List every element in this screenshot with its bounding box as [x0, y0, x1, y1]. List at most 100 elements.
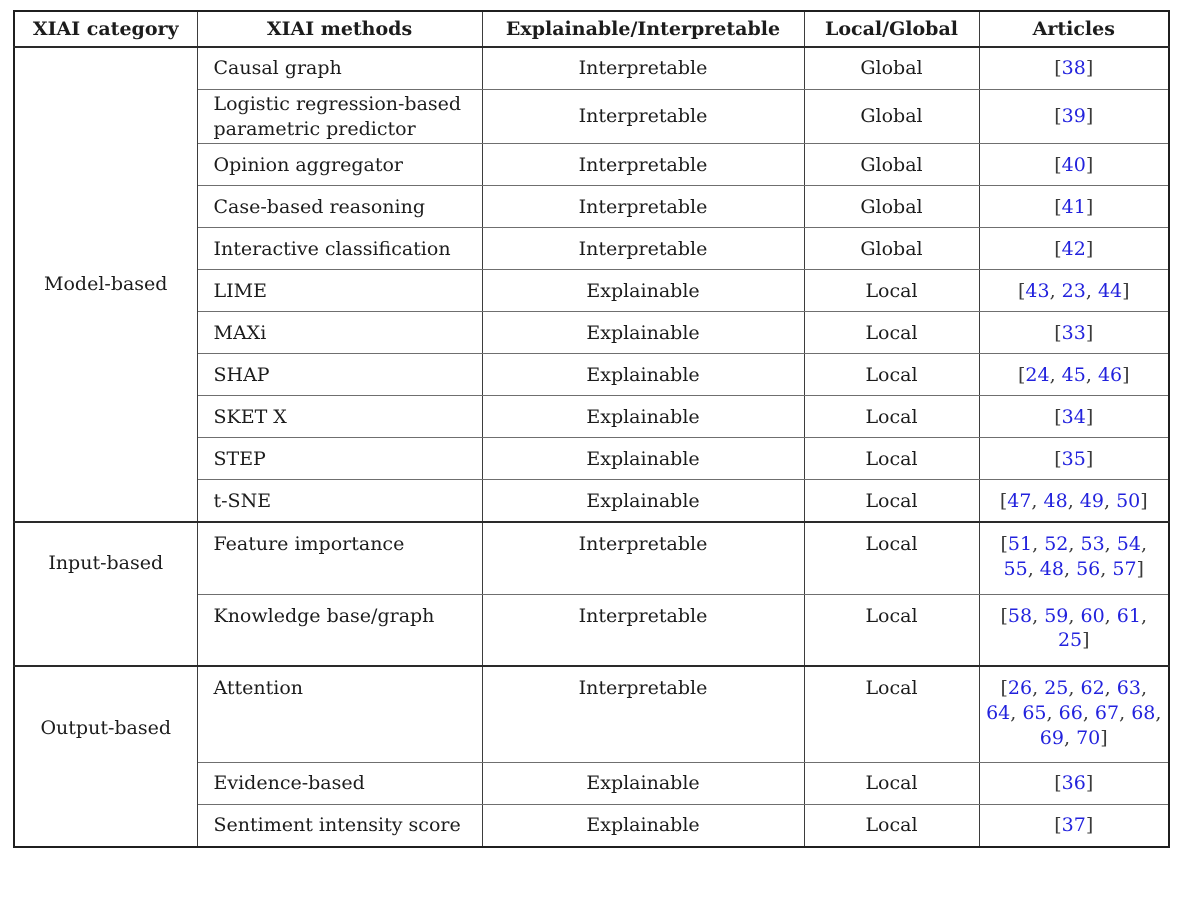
method-cell: Opinion aggregator — [196, 143, 483, 187]
citation-link[interactable]: 66 — [1058, 701, 1083, 724]
column-header-explainable-interpretable: Explainable/Interpretable — [481, 10, 805, 48]
method-cell: t-SNE — [196, 479, 483, 523]
scope-cell: Global — [803, 143, 980, 187]
citation-link[interactable]: 38 — [1061, 57, 1086, 80]
scope-cell: Local — [803, 762, 980, 806]
citation-link[interactable]: 51 — [1007, 533, 1033, 556]
articles-cell: [51, 52, 53, 54, 55, 48, 56, 57] — [978, 521, 1170, 595]
citation-link[interactable]: 59 — [1044, 604, 1069, 627]
category-label: Input-based — [48, 551, 164, 574]
citation-link[interactable]: 23 — [1061, 279, 1086, 302]
citation-link[interactable]: 39 — [1061, 105, 1086, 128]
column-header-xiai-category: XIAI category — [13, 10, 198, 48]
explainability-cell: Interpretable — [481, 521, 805, 595]
table-row: t-SNE Explainable Local [47, 48, 49, 50] — [14, 479, 1170, 523]
citation-link[interactable]: 45 — [1061, 363, 1086, 386]
citation-link[interactable]: 41 — [1061, 195, 1086, 218]
method-cell: SKET X — [196, 395, 483, 439]
citation-link[interactable]: 62 — [1080, 677, 1105, 700]
scope-cell: Local — [803, 269, 980, 313]
citation-link[interactable]: 60 — [1080, 604, 1105, 627]
citation-link[interactable]: 56 — [1076, 558, 1101, 581]
table-row: STEP Explainable Local [35] — [14, 437, 1170, 481]
articles-cell: [47, 48, 49, 50] — [978, 479, 1170, 523]
citation-link[interactable]: 44 — [1097, 279, 1123, 302]
articles-cell: [36] — [978, 762, 1170, 806]
citation-link[interactable]: 43 — [1025, 279, 1050, 302]
articles-cell: [40] — [978, 143, 1170, 187]
method-cell: Feature importance — [196, 521, 483, 595]
citation-link[interactable]: 57 — [1112, 558, 1137, 581]
explainability-cell: Explainable — [481, 269, 805, 313]
table-row: Case-based reasoning Interpretable Global[… — [14, 185, 1170, 229]
explainability-cell: Interpretable — [481, 593, 805, 667]
scope-cell: Local — [803, 665, 980, 764]
citation-link[interactable]: 69 — [1039, 726, 1064, 749]
citation-link[interactable]: 58 — [1007, 604, 1033, 627]
citation-link[interactable]: 52 — [1044, 533, 1069, 556]
explainability-cell: Explainable — [481, 804, 805, 848]
citation-link[interactable]: 25 — [1044, 677, 1069, 700]
citation-link[interactable]: 49 — [1079, 489, 1104, 512]
citation-link[interactable]: 50 — [1116, 489, 1141, 512]
column-header-xiai-methods: XIAI methods — [196, 10, 483, 48]
table-row: Sentiment intensity score Explainable Loca… — [14, 804, 1170, 848]
citation-link[interactable]: 40 — [1061, 153, 1086, 176]
citation-link[interactable]: 46 — [1097, 363, 1123, 386]
articles-cell: [38] — [978, 46, 1170, 90]
citation-link[interactable]: 47 — [1007, 489, 1032, 512]
articles-cell: [42] — [978, 227, 1170, 271]
table-row: Interactive classification Interpretable G… — [14, 227, 1170, 271]
document-page: XIAI category XIAI methods Explainable/Int… — [0, 10, 1178, 902]
articles-cell: [58, 59, 60, 61, 25] — [978, 593, 1170, 667]
scope-cell: Local — [803, 395, 980, 439]
citation-link[interactable]: 35 — [1061, 447, 1086, 470]
citation-link[interactable]: 37 — [1061, 814, 1086, 837]
method-cell: MAXi — [196, 311, 483, 355]
method-cell: Evidence-based — [196, 762, 483, 806]
articles-cell: [24, 45, 46] — [978, 353, 1170, 397]
explainability-cell: Interpretable — [481, 227, 805, 271]
articles-cell: [34] — [978, 395, 1170, 439]
citation-link[interactable]: 42 — [1061, 237, 1086, 260]
scope-cell: Global — [803, 88, 980, 145]
explainability-cell: Interpretable — [481, 143, 805, 187]
table-row: Opinion aggregator Interpretable Global [40… — [14, 143, 1170, 187]
citation-link[interactable]: 70 — [1076, 726, 1101, 749]
citation-link[interactable]: 26 — [1007, 677, 1033, 700]
column-header-local-global: Local/Global — [803, 10, 980, 48]
citation-link[interactable]: 53 — [1080, 533, 1105, 556]
table-row: Input-based Feature importance Interpretab… — [13, 521, 1170, 667]
table-body: Model-based Causal graph Interpretable Glob… — [13, 45, 1170, 848]
citation-link[interactable]: 48 — [1043, 489, 1068, 512]
scope-cell: Local — [803, 437, 980, 481]
articles-cell: [35] — [978, 437, 1170, 481]
scope-cell: Global — [803, 46, 980, 90]
citation-link[interactable]: 61 — [1116, 604, 1141, 627]
table-row: SHAP Explainable Local [24, 45, 46] — [14, 353, 1170, 397]
citation-link[interactable]: 55 — [1003, 558, 1028, 581]
articles-cell: [41] — [978, 185, 1170, 229]
citation-link[interactable]: 65 — [1022, 701, 1047, 724]
citation-link[interactable]: 33 — [1061, 321, 1086, 344]
scope-cell: Local — [803, 311, 980, 355]
citation-link[interactable]: 24 — [1025, 363, 1050, 386]
citation-link[interactable]: 63 — [1116, 677, 1141, 700]
category-cell-model-based: Model-based — [13, 45, 198, 523]
method-cell: Sentiment intensity score — [196, 804, 483, 848]
citation-link[interactable]: 25 — [1057, 629, 1083, 652]
category-cell-input-based: Input-based — [13, 521, 198, 667]
citation-link[interactable]: 48 — [1039, 558, 1064, 581]
table-header: XIAI category XIAI methods Explainable/Int… — [13, 10, 1170, 48]
table-row: Output-based Attention Interpretable Local[… — [13, 665, 1170, 848]
scope-cell: Global — [803, 185, 980, 229]
citation-link[interactable]: 54 — [1116, 533, 1141, 556]
explainability-cell: Interpretable — [481, 46, 805, 90]
citation-link[interactable]: 68 — [1131, 701, 1156, 724]
citation-link[interactable]: 64 — [986, 701, 1011, 724]
citation-link[interactable]: 67 — [1094, 701, 1120, 724]
citation-link[interactable]: 36 — [1061, 772, 1086, 795]
category-label: Model-based — [44, 273, 168, 296]
articles-cell: [26, 25, 62, 63, 64, 65, 66, 67, 68, 69,… — [978, 665, 1170, 764]
citation-link[interactable]: 34 — [1061, 405, 1086, 428]
